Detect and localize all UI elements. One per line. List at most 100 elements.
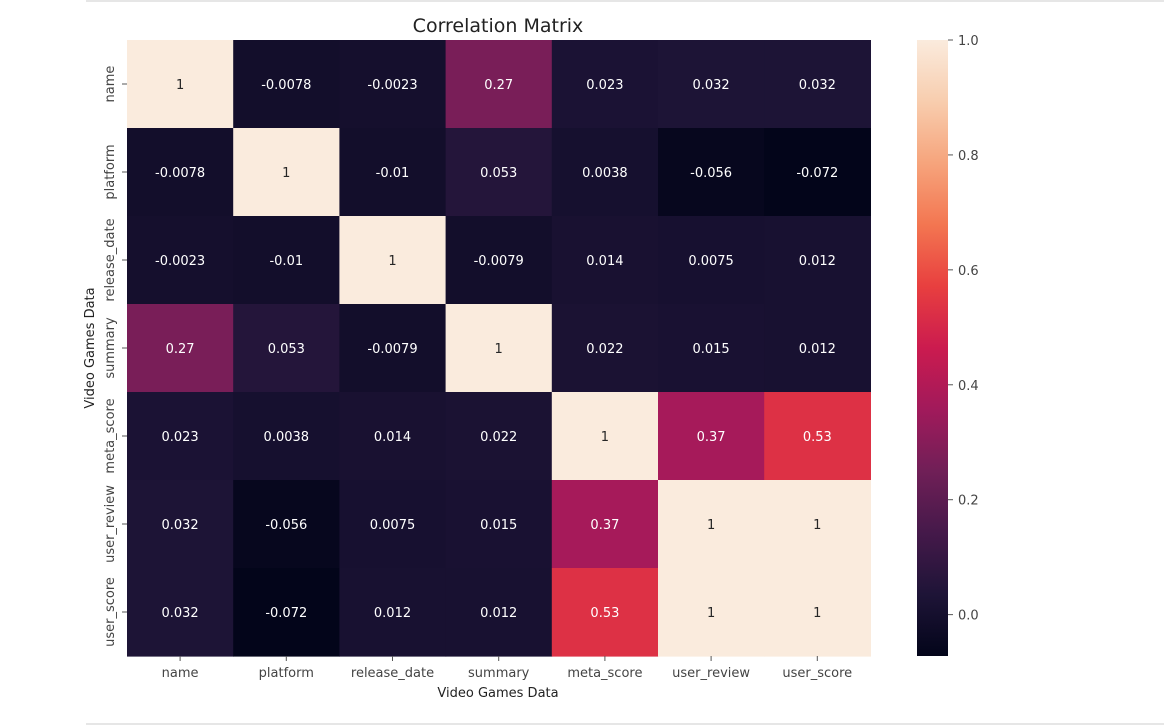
cell-value-label: -0.01 <box>269 254 303 269</box>
heatmap-cell <box>127 128 234 217</box>
cell-value-label: 0.27 <box>166 342 195 357</box>
colorbar-tick-label: 0.2 <box>958 494 979 509</box>
y-tick-label: summary <box>103 317 118 379</box>
heatmap-cell <box>764 304 871 393</box>
x-axis-label: Video Games Data <box>437 686 558 701</box>
cell-value-label: 0.032 <box>161 518 198 533</box>
heatmap-cell <box>127 480 234 569</box>
cell-value-label: -0.0023 <box>155 254 205 269</box>
cell-value-label: 0.012 <box>799 254 836 269</box>
x-tick-label: name <box>162 666 199 681</box>
y-axis-label: Video Games Data <box>83 287 98 408</box>
cell-value-label: 0.023 <box>161 430 198 445</box>
x-tick-label: meta_score <box>567 666 642 681</box>
cell-value-label: 0.022 <box>586 342 623 357</box>
heatmap-cell <box>764 480 871 569</box>
heatmap-cell <box>764 216 871 305</box>
cell-value-label: 0.015 <box>692 342 729 357</box>
cell-value-label: 1 <box>813 606 821 621</box>
heatmap-cell <box>551 216 659 305</box>
heatmap-cell <box>551 568 659 657</box>
heatmap-cell <box>127 304 234 393</box>
heatmap-cell <box>658 216 765 305</box>
heatmap-cell <box>658 480 765 569</box>
heatmap-cell <box>658 568 765 657</box>
heatmap-cell <box>233 40 340 129</box>
top-frame-line <box>86 0 1164 2</box>
heatmap-cell <box>445 216 553 305</box>
heatmap-cell <box>551 480 659 569</box>
heatmap-cell <box>339 568 447 657</box>
cell-value-label: 0.27 <box>484 78 513 93</box>
cell-value-label: -0.056 <box>265 518 307 533</box>
cell-value-label: 0.37 <box>590 518 619 533</box>
cell-value-label: 0.014 <box>374 430 411 445</box>
y-tick-label: meta_score <box>103 398 118 473</box>
cell-value-label: 0.53 <box>803 430 832 445</box>
heatmap-cell <box>445 480 553 569</box>
cell-value-label: -0.072 <box>265 606 307 621</box>
cell-value-label: 0.0075 <box>370 518 416 533</box>
heatmap-cell <box>445 568 553 657</box>
cell-value-label: -0.0079 <box>474 254 524 269</box>
cell-value-label: 0.0038 <box>264 430 310 445</box>
heatmap-cell <box>233 392 340 481</box>
heatmap-cells: 1 -0.0078 -0.0023 0.27 0.023 0.032 0.032 -0.007… <box>127 40 871 657</box>
cell-value-label: 0.012 <box>480 606 517 621</box>
cell-value-label: 0.053 <box>268 342 305 357</box>
heatmap-cell <box>339 40 447 129</box>
x-tick-label: platform <box>259 666 314 681</box>
x-axis-ticks: name platform release_date summary meta_scor… <box>162 656 852 681</box>
heatmap-cell <box>764 392 871 481</box>
heatmap-cell <box>764 40 871 129</box>
heatmap-cell <box>233 128 340 217</box>
cell-value-label: -0.0023 <box>367 78 417 93</box>
x-tick-label: release_date <box>351 666 434 681</box>
heatmap-cell <box>551 392 659 481</box>
colorbar-ticks: 0.0 0.2 0.4 0.6 0.8 1.0 <box>948 34 979 624</box>
y-tick-label: platform <box>103 144 118 199</box>
cell-value-label: 1 <box>707 606 715 621</box>
cell-value-label: -0.072 <box>796 166 838 181</box>
x-tick-label: user_score <box>782 666 852 681</box>
cell-value-label: 0.37 <box>697 430 726 445</box>
cell-value-label: 0.015 <box>480 518 517 533</box>
heatmap-cell <box>551 128 659 217</box>
cell-value-label: 1 <box>707 518 715 533</box>
cell-value-label: 0.0075 <box>688 254 734 269</box>
chart-title: Correlation Matrix <box>413 15 584 37</box>
cell-value-label: 1 <box>601 430 609 445</box>
colorbar-tick-label: 0.0 <box>958 609 979 624</box>
heatmap-cell <box>127 568 234 657</box>
cell-value-label: 0.012 <box>799 342 836 357</box>
colorbar-tick-label: 0.4 <box>958 379 979 394</box>
heatmap-cell <box>445 304 553 393</box>
cell-value-label: -0.056 <box>690 166 732 181</box>
heatmap-cell <box>445 392 553 481</box>
cell-value-label: 0.012 <box>374 606 411 621</box>
heatmap-cell <box>233 216 340 305</box>
cell-value-label: 0.023 <box>586 78 623 93</box>
cell-value-label: -0.0078 <box>261 78 311 93</box>
cell-value-label: 0.0038 <box>582 166 628 181</box>
heatmap-cell <box>551 304 659 393</box>
x-tick-label: user_review <box>672 666 750 681</box>
heatmap-cell <box>658 392 765 481</box>
bottom-frame-line <box>86 723 1164 725</box>
heatmap-cell <box>233 480 340 569</box>
cell-value-label: 0.053 <box>480 166 517 181</box>
colorbar-tick-label: 1.0 <box>958 34 979 49</box>
heatmap-cell <box>658 40 765 129</box>
cell-value-label: 0.014 <box>586 254 623 269</box>
cell-value-label: 0.032 <box>799 78 836 93</box>
cell-value-label: 1 <box>176 78 184 93</box>
heatmap-cell <box>658 304 765 393</box>
y-tick-label: release_date <box>103 218 118 301</box>
cell-value-label: 1 <box>813 518 821 533</box>
cell-value-label: -0.0079 <box>367 342 417 357</box>
heatmap-cell <box>339 216 447 305</box>
heatmap-cell <box>339 128 447 217</box>
cell-value-label: 1 <box>282 166 290 181</box>
